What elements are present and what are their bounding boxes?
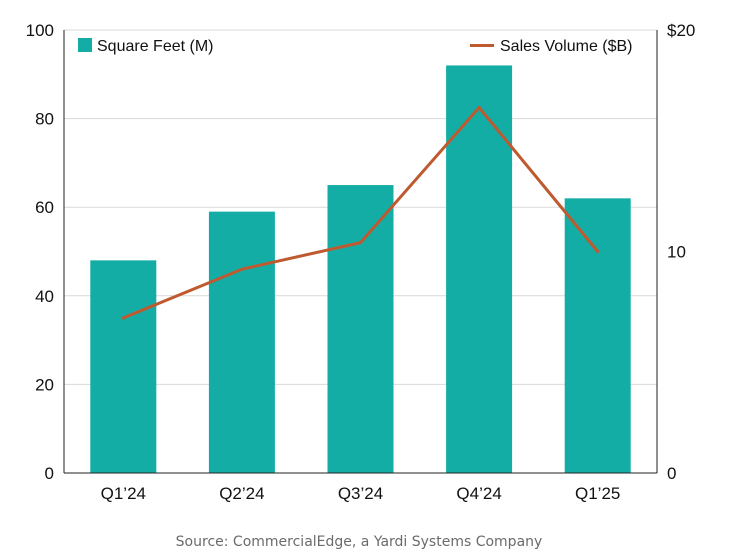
line-point: [596, 250, 600, 253]
bar: [446, 65, 513, 473]
bar: [327, 185, 394, 474]
bar: [208, 211, 275, 473]
y-right-tick-label: 10: [667, 243, 686, 262]
bar: [90, 260, 157, 473]
x-tick-label: Q1’25: [575, 484, 620, 503]
y-left-tick-label: 60: [35, 198, 54, 217]
line-series: [121, 106, 600, 320]
y-left-tick-label: 100: [26, 21, 54, 40]
legend-swatch-square-feet: [78, 38, 92, 52]
line-point: [121, 316, 125, 320]
bar: [564, 198, 631, 473]
bar-series: [90, 65, 631, 474]
x-tick-label: Q2’24: [219, 484, 264, 503]
y-right-tick-label: $20: [667, 21, 695, 40]
x-tick-label: Q3’24: [338, 484, 383, 503]
y-left-tick-label: 20: [35, 375, 54, 394]
line-point: [477, 106, 481, 110]
legend-label-square-feet: Square Feet (M): [97, 38, 213, 55]
legend: Square Feet (M) Sales Volume ($B): [78, 38, 633, 55]
line-point: [240, 267, 244, 271]
axes: 0 20 40 60 80 100 0 10 $20 Q1’24 Q2’24 Q3’24 Q4’24 Q1…: [26, 21, 696, 503]
y-right-tick-label: 0: [667, 464, 676, 483]
line-point: [359, 241, 362, 245]
source-note: Source: CommercialEdge, a Yardi Systems …: [176, 534, 543, 550]
y-left-tick-label: 0: [45, 464, 54, 483]
y-left-tick-label: 40: [35, 287, 54, 306]
x-tick-label: Q4’24: [456, 484, 501, 503]
x-tick-label: Q1’24: [101, 484, 146, 503]
y-left-tick-label: 80: [35, 110, 54, 129]
legend-label-sales-volume: Sales Volume ($B): [500, 38, 633, 55]
